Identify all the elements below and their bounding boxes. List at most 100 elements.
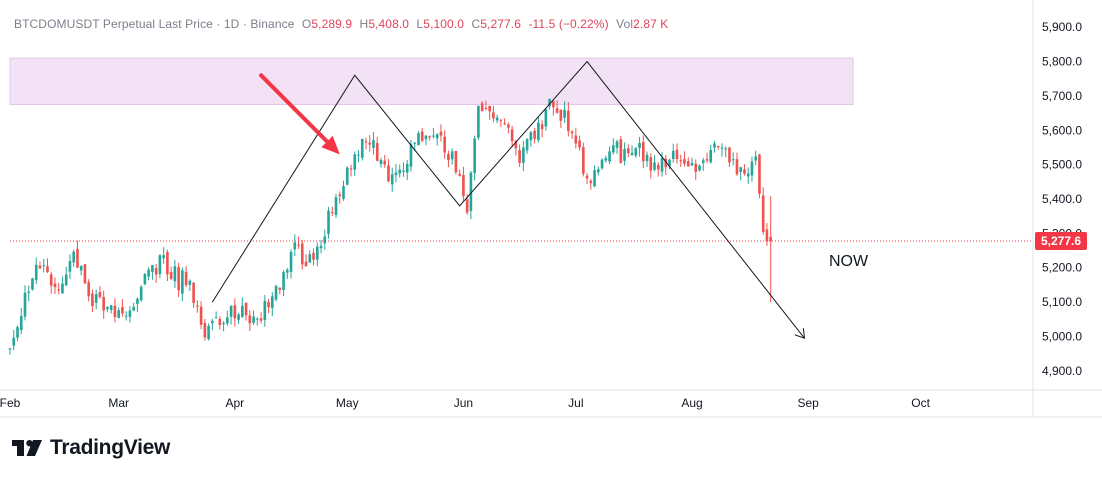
candle-body xyxy=(540,124,544,130)
candle-body xyxy=(578,140,581,148)
candle-body xyxy=(420,131,424,141)
candle-body xyxy=(447,154,450,161)
candle-body xyxy=(653,162,656,170)
candle-body xyxy=(147,269,150,277)
candle-body xyxy=(285,269,289,273)
candle-body xyxy=(278,287,282,290)
y-tick-label: 5,700.0 xyxy=(1042,89,1082,103)
candle-body xyxy=(211,320,214,324)
candle-body xyxy=(323,236,327,244)
candle-body xyxy=(327,210,330,234)
x-tick-label: May xyxy=(336,396,359,410)
candle-body xyxy=(409,144,413,167)
candle-body xyxy=(469,172,473,211)
candle-body xyxy=(484,108,488,110)
candle-body xyxy=(372,140,375,148)
tradingview-brand[interactable]: TradingView xyxy=(12,436,170,460)
candle-body xyxy=(574,135,578,144)
candle-body xyxy=(143,273,147,285)
candle-body xyxy=(499,120,503,122)
candle-body xyxy=(758,154,761,194)
candle-body xyxy=(76,248,79,268)
candle-body xyxy=(570,131,574,134)
candle-body xyxy=(98,291,102,298)
candle-body xyxy=(552,101,555,108)
candle-body xyxy=(683,159,686,164)
candle-body xyxy=(342,186,345,199)
candle-body xyxy=(184,271,188,286)
x-tick-label: Jul xyxy=(568,396,583,410)
candle-body xyxy=(563,109,566,118)
candle-body xyxy=(428,136,432,138)
x-tick-label: Jun xyxy=(454,396,473,410)
price-chart[interactable]: 4,900.05,000.05,100.05,200.05,300.05,400… xyxy=(0,0,1102,418)
candle-body xyxy=(439,131,443,136)
last-price-tag xyxy=(1035,232,1087,251)
candle-body xyxy=(746,173,750,177)
candle-body xyxy=(477,105,480,138)
candle-body xyxy=(49,274,53,286)
candle-body xyxy=(668,159,671,167)
candle-body xyxy=(417,133,420,146)
candle-body xyxy=(102,297,105,311)
x-tick-label: Feb xyxy=(0,396,21,410)
candle-body xyxy=(121,307,124,314)
candle-body xyxy=(199,306,203,325)
candle-body xyxy=(390,174,394,185)
candle-body xyxy=(136,298,139,304)
candle-body xyxy=(533,130,536,139)
candle-body xyxy=(623,149,626,161)
x-tick-label: Apr xyxy=(225,396,244,410)
candles xyxy=(8,98,773,355)
candle-body xyxy=(132,306,135,311)
candle-body xyxy=(46,266,49,273)
legend-volume-value: 2.87 K xyxy=(633,17,669,31)
candle-body xyxy=(357,154,360,156)
candle-body xyxy=(263,300,267,320)
candle-body xyxy=(630,152,634,156)
candle-body xyxy=(716,146,720,148)
candle-body xyxy=(368,142,372,145)
legend-open-label: O xyxy=(301,17,312,31)
candle-body xyxy=(608,151,611,162)
candle-body xyxy=(619,139,623,163)
chart-area[interactable]: 4,900.05,000.05,100.05,200.05,300.05,400… xyxy=(0,0,1102,418)
candle-body xyxy=(503,123,506,125)
candle-body xyxy=(297,244,300,246)
candle-body xyxy=(34,264,38,280)
x-tick-label: Aug xyxy=(681,396,702,410)
candle-body xyxy=(349,168,353,170)
candle-body xyxy=(196,305,199,307)
candle-body xyxy=(510,129,514,142)
candle-body xyxy=(87,282,91,297)
candle-body xyxy=(611,145,615,153)
candle-body xyxy=(61,283,64,294)
candle-body xyxy=(12,337,16,346)
legend-open-value: 5,289.9 xyxy=(311,17,353,31)
y-tick-label: 4,900.0 xyxy=(1042,364,1082,378)
candle-body xyxy=(83,264,87,284)
candle-body xyxy=(64,274,68,286)
candle-body xyxy=(402,170,405,172)
candle-body xyxy=(480,103,484,112)
candle-body xyxy=(641,141,645,162)
candle-body xyxy=(19,315,23,331)
candle-body xyxy=(555,108,559,113)
candle-body xyxy=(68,260,72,272)
candle-body xyxy=(690,162,694,166)
candle-body xyxy=(109,305,113,311)
legend-close-value: 5,277.6 xyxy=(480,17,522,31)
candle-body xyxy=(589,180,593,184)
candle-body xyxy=(214,317,218,319)
candle-body xyxy=(23,292,27,317)
candle-body xyxy=(424,135,428,140)
candle-body xyxy=(488,105,491,112)
red-pointer-arrow-head xyxy=(321,135,340,155)
candle-body xyxy=(226,317,229,324)
candle-body xyxy=(743,169,746,174)
candle-body xyxy=(270,296,274,309)
candle-body xyxy=(649,157,653,171)
candle-body xyxy=(713,143,716,148)
candle-body xyxy=(750,161,754,176)
candle-body xyxy=(300,243,304,265)
